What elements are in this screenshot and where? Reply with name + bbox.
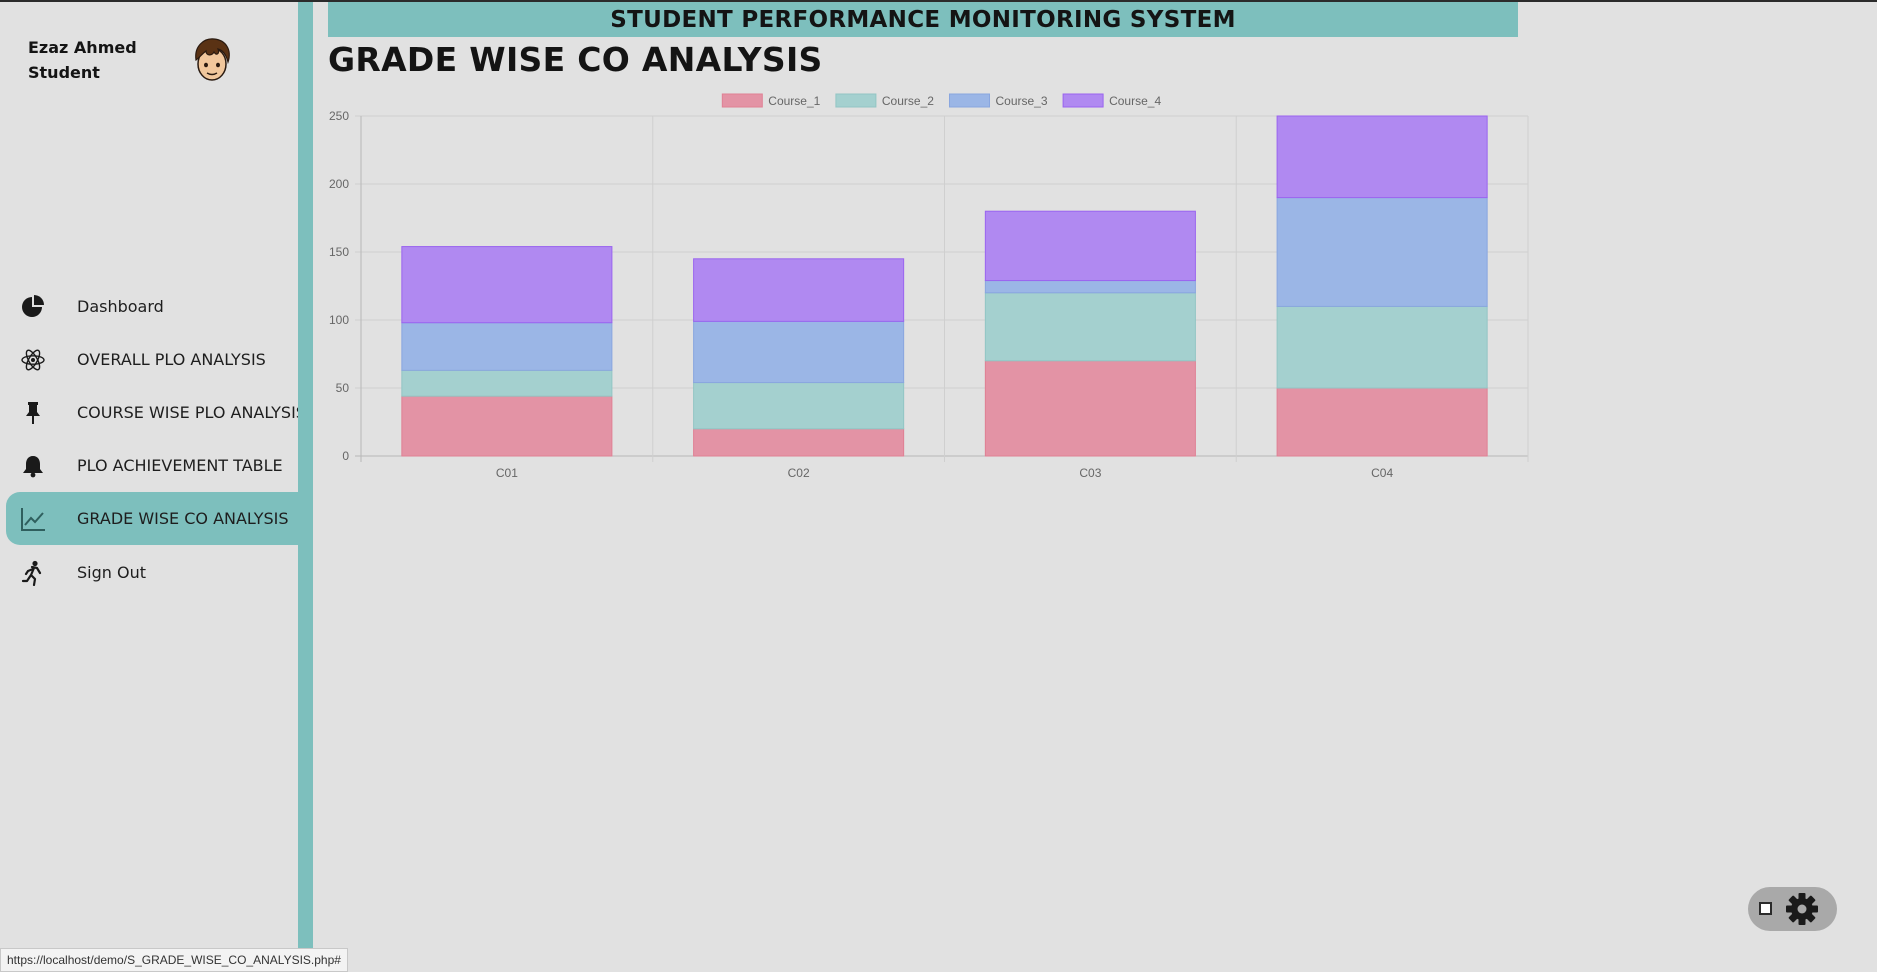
profile-name: Ezaz Ahmed xyxy=(28,38,137,57)
pie-chart-icon xyxy=(22,295,44,317)
profile-info: Ezaz Ahmed Student xyxy=(28,35,137,85)
sidebar-item-label: OVERALL PLO ANALYSIS xyxy=(77,350,266,369)
sidebar-item-label: Sign Out xyxy=(77,563,146,582)
sidebar-item-course-wise-plo-analysis[interactable]: COURSE WISE PLO ANALYSIS xyxy=(6,386,306,439)
window-top-border xyxy=(0,0,1877,2)
sidebar-edge-strip xyxy=(298,2,313,971)
bar-segment-course-1-c01[interactable] xyxy=(401,395,613,457)
bar-segment-course-2-c04[interactable] xyxy=(1276,305,1488,389)
legend-label[interactable]: Course_1 xyxy=(768,94,820,108)
x-tick-label: C01 xyxy=(496,466,518,480)
bar-segment-course-3-c02[interactable] xyxy=(693,320,905,384)
y-tick-label: 250 xyxy=(329,109,349,123)
x-tick-label: C04 xyxy=(1371,466,1393,480)
pushpin-icon xyxy=(26,402,40,424)
profile-role: Student xyxy=(28,63,100,82)
y-tick-label: 0 xyxy=(342,449,349,463)
chart-bars xyxy=(401,115,1488,457)
sidebar-item-dashboard[interactable]: Dashboard xyxy=(6,280,298,333)
x-tick-label: C02 xyxy=(788,466,810,480)
bar-segment-course-2-c01[interactable] xyxy=(401,369,613,397)
app-banner: STUDENT PERFORMANCE MONITORING SYSTEM xyxy=(328,2,1518,37)
legend-swatch-course-1[interactable] xyxy=(721,93,763,108)
bar-segment-course-1-c03[interactable] xyxy=(984,360,1196,457)
bar-segment-course-4-c02[interactable] xyxy=(693,258,905,322)
legend-label[interactable]: Course_3 xyxy=(996,94,1048,108)
avatar[interactable] xyxy=(190,36,234,82)
sidebar-item-label: PLO ACHIEVEMENT TABLE xyxy=(77,456,283,475)
sidebar-item-plo-achievement-table[interactable]: PLO ACHIEVEMENT TABLE xyxy=(6,439,298,492)
chart-legend: Course_1 Course_2 Course_3 Course_4 xyxy=(721,93,1161,108)
chart-y-axis: 0 50 100 150 200 250 xyxy=(329,109,349,463)
running-person-icon xyxy=(21,560,42,586)
sidebar-item-overall-plo-analysis[interactable]: OVERALL PLO ANALYSIS xyxy=(6,333,298,386)
legend-label[interactable]: Course_4 xyxy=(1109,94,1161,108)
bar-segment-course-4-c01[interactable] xyxy=(401,246,613,324)
bar-segment-course-4-c04[interactable] xyxy=(1276,115,1488,199)
sidebar: Ezaz Ahmed Student Dashboard OVERALL PLO… xyxy=(0,2,306,971)
chart-x-axis: C01 C02 C03 C04 xyxy=(496,466,1394,480)
status-bar-url: https://localhost/demo/S_GRADE_WISE_CO_A… xyxy=(0,948,348,972)
bar-segment-course-1-c04[interactable] xyxy=(1276,387,1488,457)
settings-widget[interactable] xyxy=(1748,887,1837,931)
page-title: GRADE WISE CO ANALYSIS xyxy=(328,40,823,79)
bar-segment-course-2-c03[interactable] xyxy=(984,292,1196,362)
y-tick-label: 150 xyxy=(329,245,349,259)
bar-segment-course-1-c02[interactable] xyxy=(693,428,905,457)
bell-icon xyxy=(23,456,43,478)
legend-label[interactable]: Course_2 xyxy=(882,94,934,108)
legend-swatch-course-2[interactable] xyxy=(835,93,877,108)
sidebar-item-sign-out[interactable]: Sign Out xyxy=(6,546,298,599)
sidebar-item-label: COURSE WISE PLO ANALYSIS xyxy=(77,403,306,422)
sidebar-item-grade-wise-co-analysis[interactable]: GRADE WISE CO ANALYSIS xyxy=(6,492,298,545)
bar-segment-course-2-c02[interactable] xyxy=(693,382,905,430)
sidebar-item-label: GRADE WISE CO ANALYSIS xyxy=(77,509,289,528)
legend-swatch-course-4[interactable] xyxy=(1062,93,1104,108)
line-chart-icon xyxy=(21,508,45,531)
y-tick-label: 50 xyxy=(336,381,350,395)
bar-segment-course-4-c03[interactable] xyxy=(984,210,1196,282)
gear-icon[interactable] xyxy=(1785,892,1819,926)
bar-segment-course-3-c03[interactable] xyxy=(984,280,1196,294)
bar-segment-course-3-c01[interactable] xyxy=(401,322,613,371)
atom-icon xyxy=(21,349,45,371)
legend-swatch-course-3[interactable] xyxy=(949,93,990,108)
x-tick-label: C03 xyxy=(1079,466,1101,480)
y-tick-label: 100 xyxy=(329,313,349,327)
y-tick-label: 200 xyxy=(329,177,349,191)
settings-checkbox[interactable] xyxy=(1759,902,1772,915)
bar-segment-course-3-c04[interactable] xyxy=(1276,197,1488,307)
sidebar-item-label: Dashboard xyxy=(77,297,164,316)
